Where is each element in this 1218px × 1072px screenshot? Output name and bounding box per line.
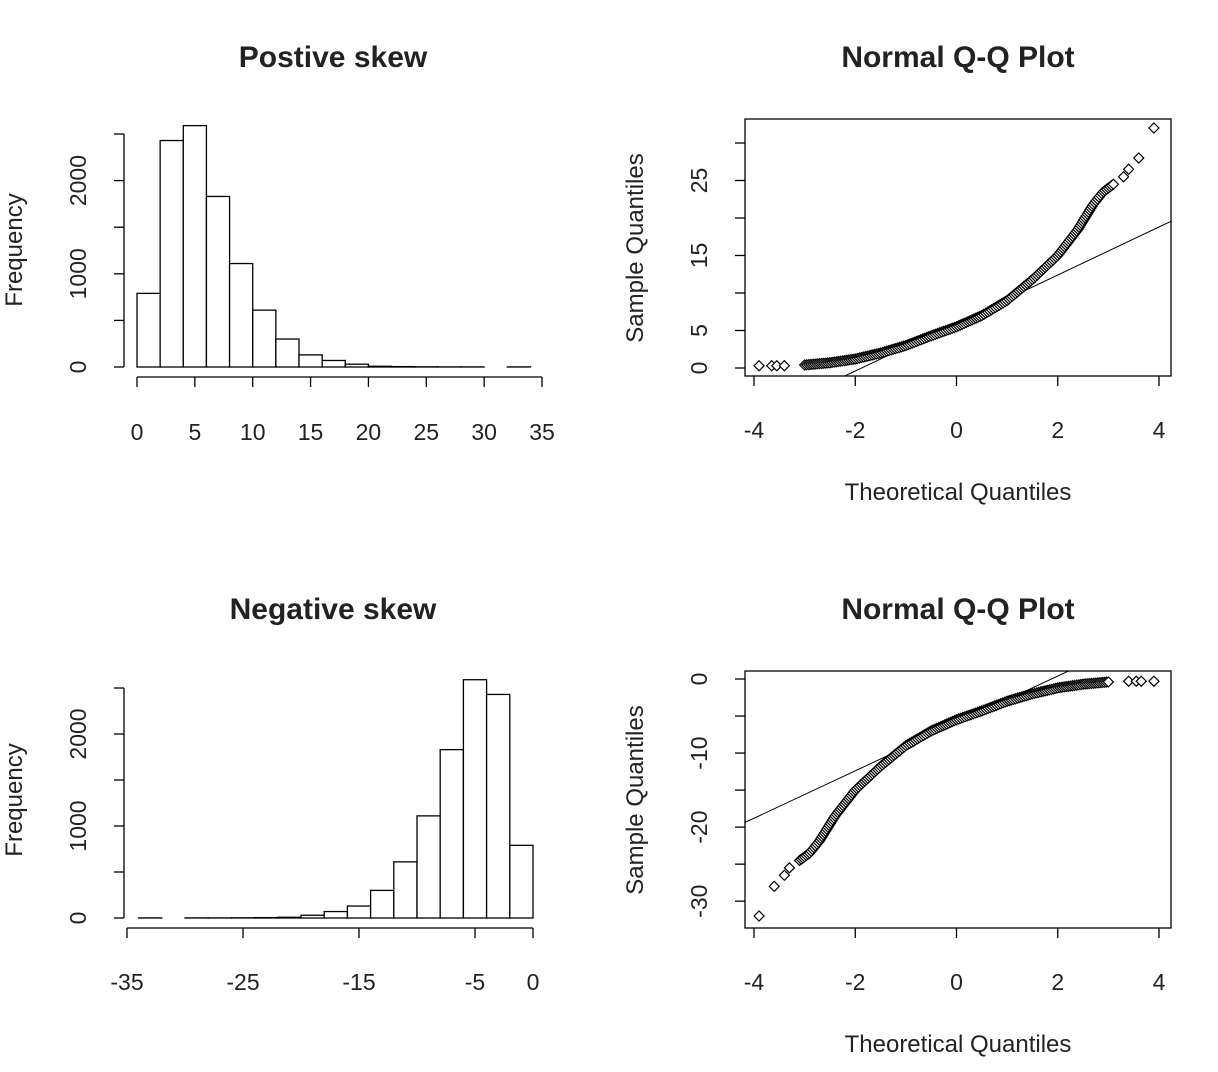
histogram-positive-skew: Postive skew Frequency 0 5 10 15 20 25 30 35 0 10… (1, 41, 555, 445)
plot-frame (744, 670, 1172, 929)
histogram-bar (323, 910, 349, 919)
x-tick-label: 30 (471, 419, 497, 445)
qq-point (753, 359, 765, 372)
qq-point (1135, 675, 1148, 688)
histogram-bar (509, 844, 534, 919)
qq-points (753, 122, 1160, 372)
qq-point (1102, 676, 1115, 688)
qq-point (768, 880, 781, 893)
qq-plot-negative-skew: Normal Q-Q Plot Theoretical Quantiles Sa… (622, 593, 1172, 1058)
histogram-bar (416, 815, 441, 919)
x-tick-label: 0 (131, 419, 144, 445)
y-tick-label: 2000 (65, 708, 91, 759)
qq-points (753, 675, 1160, 922)
y-tick-label: 1000 (65, 248, 91, 299)
x-tick-label: 0 (527, 969, 540, 995)
y-tick-label: -10 (686, 736, 712, 769)
histogram-bar (277, 916, 302, 919)
histogram-bar (321, 359, 346, 368)
histogram-bar (485, 693, 511, 919)
qq-point (1148, 675, 1160, 688)
qq-point (778, 359, 791, 372)
y-tick-label: 0 (65, 912, 91, 925)
x-tick-label: 4 (1153, 417, 1166, 443)
y-tick-label: 0 (65, 361, 91, 374)
y-tick-label: 0 (686, 362, 712, 375)
qq-point (753, 910, 765, 922)
y-axis-label: Frequency (1, 743, 28, 856)
x-tick-label: 10 (240, 419, 266, 445)
qq-point (1117, 170, 1130, 183)
chart-title: Postive skew (239, 41, 428, 74)
histogram-bar (346, 905, 372, 919)
histogram-bar (136, 292, 161, 368)
y-axis-label: Frequency (1, 193, 28, 306)
qq-point (778, 869, 791, 882)
x-tick-label: 4 (1153, 969, 1166, 995)
histogram-negative-skew: Negative skew Frequency -35 -25 -15 -5 0 0 100… (1, 593, 539, 995)
qq-point (1122, 163, 1135, 176)
x-tick-label: -2 (845, 969, 865, 995)
histogram-bar (275, 338, 300, 368)
histogram-bar (300, 914, 325, 919)
x-tick-label: -25 (226, 969, 259, 995)
y-axis-label: Sample Quantiles (622, 153, 649, 342)
qq-plot-positive-skew: Normal Q-Q Plot Theoretical Quantiles Sa… (622, 41, 1172, 506)
histogram-bar (344, 363, 370, 368)
x-tick-label: 0 (950, 969, 963, 995)
histogram-bar (252, 309, 277, 368)
histogram-bar (298, 354, 323, 368)
histogram-bar (228, 262, 254, 368)
histogram-bar (393, 861, 418, 919)
x-axis-label: Theoretical Quantiles (845, 479, 1072, 506)
y-tick-label: 5 (686, 324, 712, 337)
x-tick-label: 5 (188, 419, 201, 445)
histogram-bar (159, 139, 184, 368)
x-tick-label: 2 (1051, 417, 1064, 443)
chart-title: Normal Q-Q Plot (841, 41, 1074, 74)
qq-point (1132, 152, 1145, 164)
x-axis-label: Theoretical Quantiles (845, 1031, 1072, 1058)
plot-frame (744, 118, 1172, 377)
x-tick-label: 20 (356, 419, 382, 445)
histogram-bar (205, 195, 231, 368)
y-tick-label: 0 (686, 673, 712, 686)
histogram-bar (439, 748, 465, 919)
x-tick-label: -35 (110, 969, 143, 995)
y-tick-label: -30 (686, 885, 712, 918)
y-tick-label: 1000 (65, 800, 91, 851)
histogram-bar (369, 889, 395, 919)
x-tick-label: 35 (529, 419, 555, 445)
x-tick-label: 0 (950, 417, 963, 443)
x-tick-label: 15 (298, 419, 324, 445)
y-tick-label: 15 (686, 243, 712, 269)
x-tick-label: -4 (744, 969, 765, 995)
histogram-bar (462, 679, 488, 919)
chart-title: Negative skew (230, 593, 437, 626)
qq-point (1107, 178, 1120, 191)
x-tick-label: -15 (342, 969, 375, 995)
x-tick-label: 25 (413, 419, 439, 445)
x-tick-label: -2 (845, 417, 865, 443)
x-tick-label: -4 (744, 417, 765, 443)
y-tick-label: 2000 (65, 155, 91, 206)
x-tick-label: 2 (1051, 969, 1064, 995)
histogram-bar (367, 365, 393, 368)
qq-point (783, 862, 796, 874)
histogram-bar (182, 124, 208, 368)
y-tick-label: -20 (686, 811, 712, 844)
y-axis-label: Sample Quantiles (622, 705, 649, 894)
chart-title: Normal Q-Q Plot (841, 593, 1074, 626)
x-tick-label: -5 (465, 969, 485, 995)
qq-point (1148, 122, 1160, 134)
y-tick-label: 25 (686, 168, 712, 194)
